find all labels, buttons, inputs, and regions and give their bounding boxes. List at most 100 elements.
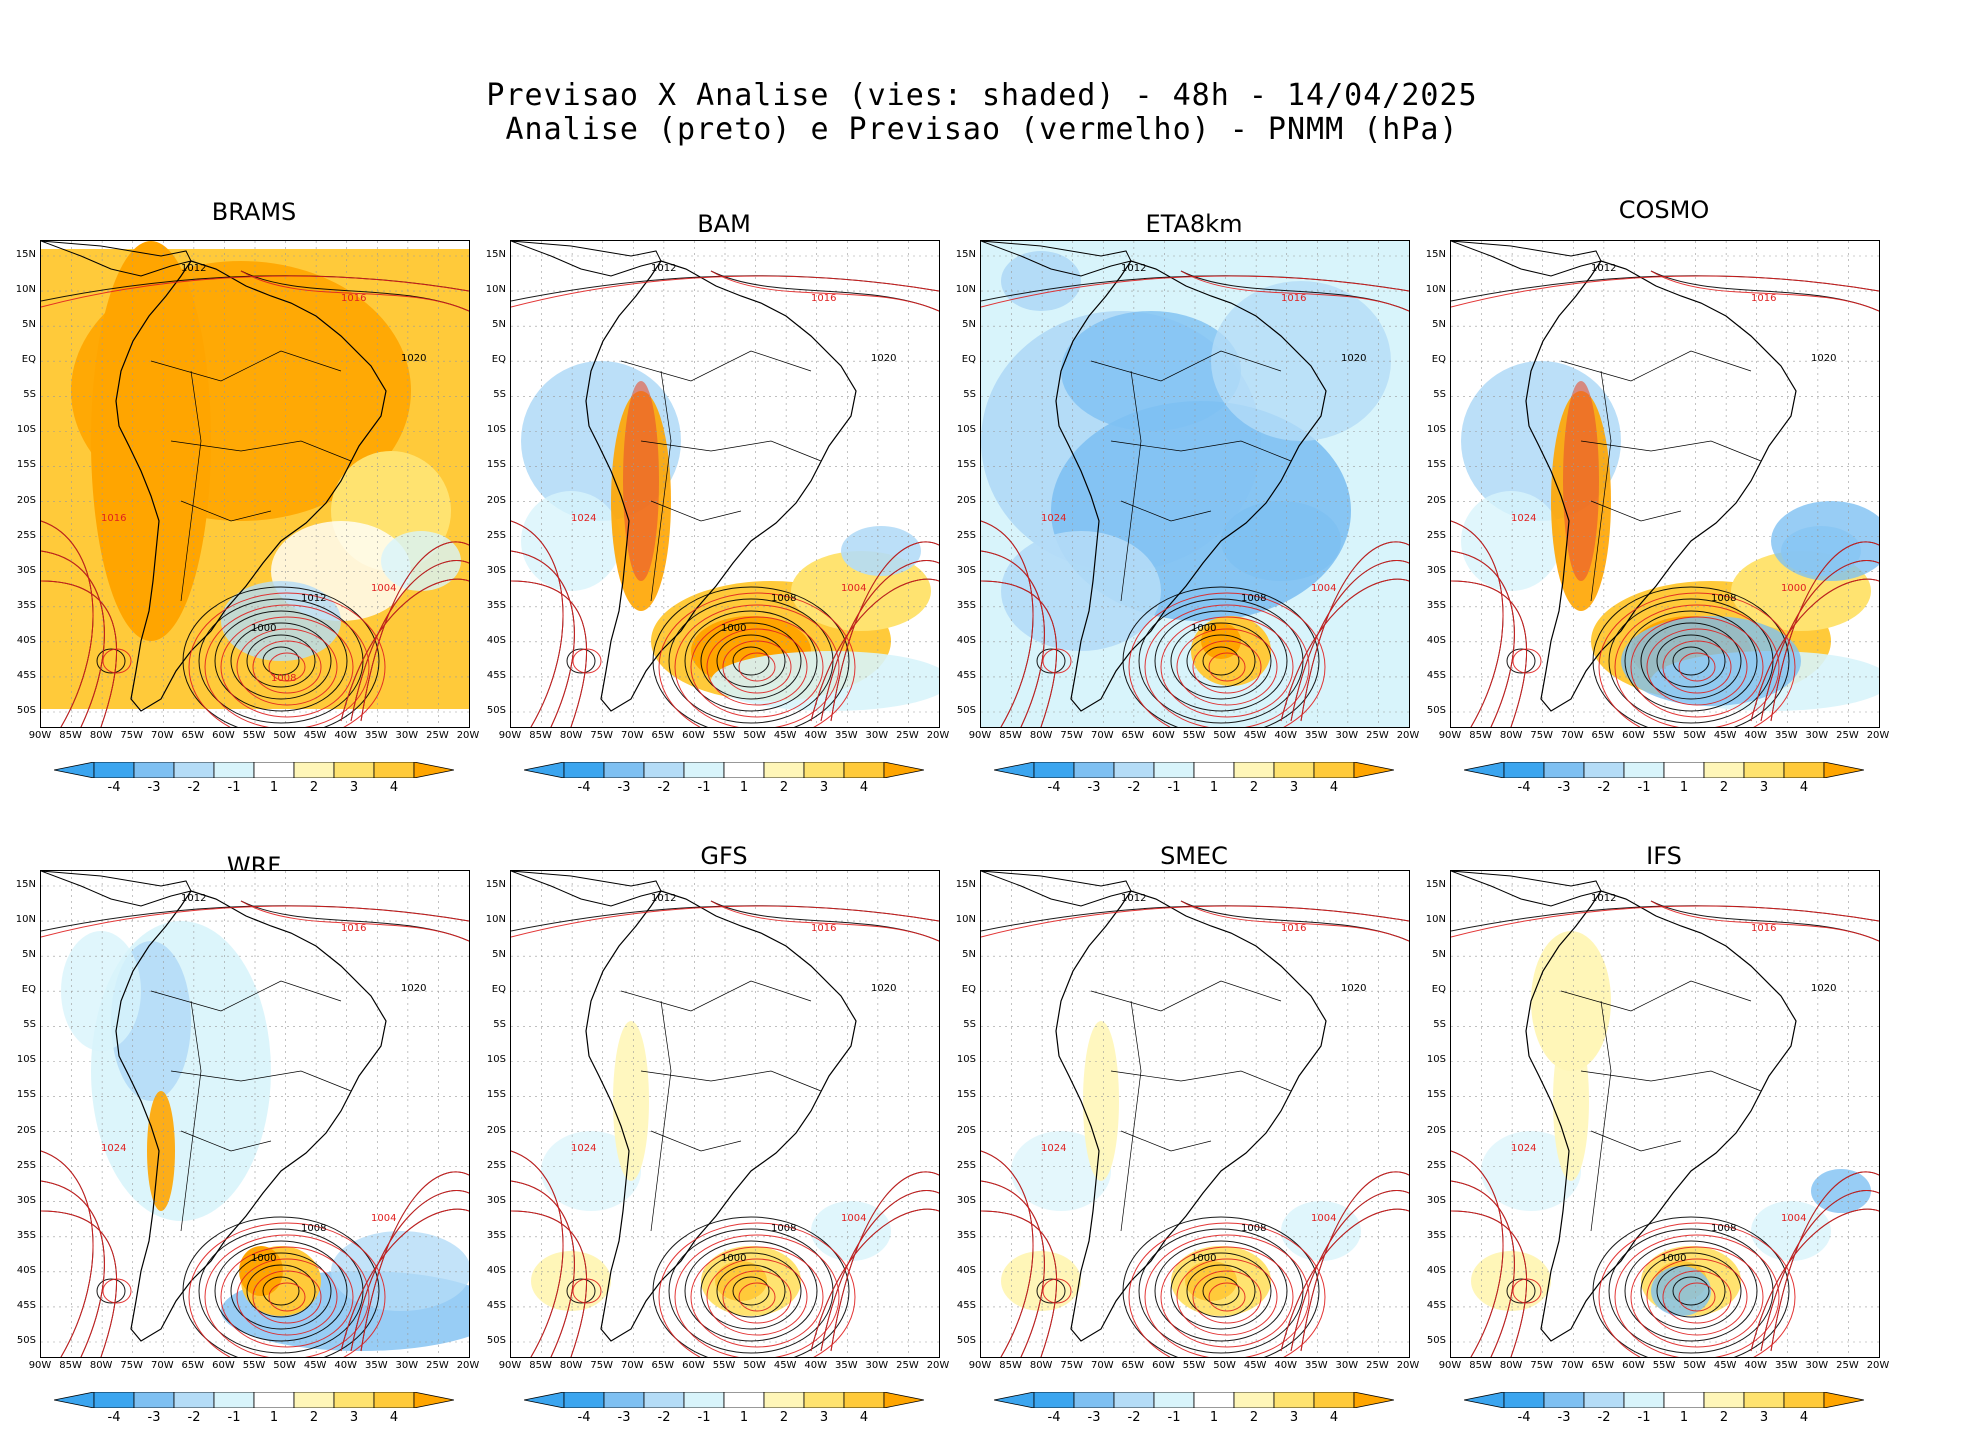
colorbar-label: 1 bbox=[1209, 1410, 1219, 1425]
lon-tick-label: 80W bbox=[559, 1360, 583, 1371]
colorbar-label: -2 bbox=[657, 1410, 671, 1425]
colorbar-label: -3 bbox=[147, 1410, 161, 1425]
lon-tick-label: 40W bbox=[1274, 1360, 1298, 1371]
map-canvas: 1012 1016 1020 1024 1008 1004 1000 bbox=[1451, 871, 1879, 1357]
colorbar bbox=[994, 1392, 1394, 1408]
lon-tick-label: 55W bbox=[242, 730, 266, 741]
lon-tick-label: 45W bbox=[773, 1360, 797, 1371]
colorbar-label: 2 bbox=[779, 780, 789, 795]
colorbar-label: 1 bbox=[269, 1410, 279, 1425]
lon-tick-label: 40W bbox=[804, 1360, 828, 1371]
lat-tick-label: 5S bbox=[493, 1019, 506, 1031]
lat-tick-label: 35S bbox=[1426, 599, 1446, 611]
lat-tick-label: 5N bbox=[962, 319, 976, 331]
map-canvas: 1012 1016 1020 1024 1008 1000 bbox=[1451, 241, 1879, 727]
isobar-label: 1012 bbox=[651, 263, 676, 274]
lat-tick-label: 50S bbox=[956, 705, 976, 716]
lon-tick-label: 75W bbox=[1060, 730, 1084, 741]
colorbar-label: 1 bbox=[1679, 1410, 1689, 1425]
bias-shading bbox=[1461, 361, 1879, 711]
lat-tick-label: 15S bbox=[956, 1089, 976, 1101]
colorbar-label: 2 bbox=[1249, 780, 1259, 795]
lat-tick-label: 10N bbox=[485, 284, 506, 296]
lon-tick-label: 50W bbox=[1683, 1360, 1706, 1371]
lat-tick-label: 50S bbox=[956, 1335, 976, 1346]
colorbar-label: -1 bbox=[1167, 780, 1181, 795]
forecast-isobars bbox=[1451, 900, 1879, 1357]
map-panel-gfs: 1012 1016 1020 1024 1008 1004 1000 bbox=[510, 870, 940, 1358]
lat-tick-label: 5S bbox=[493, 389, 506, 401]
colorbar-label: 4 bbox=[1799, 1410, 1809, 1425]
lat-tick-label: 5N bbox=[1432, 949, 1446, 961]
lon-tick-label: 20W bbox=[1866, 1360, 1890, 1371]
lon-tick-label: 50W bbox=[1683, 730, 1706, 741]
colorbar-label: -4 bbox=[577, 780, 591, 795]
lon-tick-label: 20W bbox=[1396, 730, 1420, 741]
colorbar-label: 4 bbox=[1329, 780, 1339, 795]
lon-tick-label: 75W bbox=[1060, 1360, 1084, 1371]
isobar-label: 1020 bbox=[1811, 353, 1836, 364]
colorbar-label: -1 bbox=[227, 1410, 241, 1425]
lon-tick-label: 85W bbox=[529, 1360, 552, 1371]
isobar-label: 1024 bbox=[1041, 513, 1066, 524]
lat-tick-label: 25S bbox=[16, 529, 36, 541]
lon-tick-label: 35W bbox=[364, 730, 388, 741]
colorbar-label: -4 bbox=[107, 1410, 121, 1425]
lat-tick-label: 40S bbox=[16, 1264, 36, 1276]
lat-tick-label: EQ bbox=[21, 984, 36, 996]
lat-tick-label: 45S bbox=[486, 1299, 506, 1311]
lon-tick-label: 65W bbox=[651, 730, 675, 741]
lon-tick-label: 50W bbox=[273, 1360, 296, 1371]
lon-tick-label: 90W bbox=[498, 1360, 522, 1371]
isobar-label: 1016 bbox=[811, 293, 836, 304]
lon-tick-label: 90W bbox=[968, 730, 992, 741]
lon-tick-label: 75W bbox=[590, 1360, 614, 1371]
isobar-label: 1000 bbox=[1781, 583, 1806, 594]
isobar-label: 1012 bbox=[181, 263, 206, 274]
colorbar-label: -4 bbox=[1517, 780, 1531, 795]
lon-tick-label: 80W bbox=[89, 1360, 113, 1371]
isobar-labels: 1012 1016 1020 1024 1008 1004 1000 bbox=[571, 263, 896, 634]
lon-tick-label: 25W bbox=[426, 1360, 449, 1371]
map-canvas: 1012 1016 1020 1024 1008 1004 1000 bbox=[511, 241, 939, 727]
lon-tick-label: 85W bbox=[1469, 730, 1492, 741]
isobar-label: 1012 bbox=[1591, 263, 1616, 274]
lon-tick-label: 20W bbox=[926, 730, 950, 741]
lat-tick-label: 30S bbox=[1426, 564, 1446, 576]
lon-tick-label: 20W bbox=[1396, 1360, 1420, 1371]
isobar-label: 1016 bbox=[341, 923, 366, 934]
lat-tick-label: EQ bbox=[491, 984, 506, 996]
colorbar bbox=[1464, 1392, 1864, 1408]
isobar-labels: 1012 1016 1020 1024 1008 1004 1000 bbox=[1041, 893, 1366, 1264]
isobar-label: 1008 bbox=[271, 673, 296, 684]
lon-tick-label: 20W bbox=[926, 1360, 950, 1371]
lon-tick-label: 50W bbox=[743, 730, 766, 741]
colorbar-label: -4 bbox=[1047, 780, 1061, 795]
lon-tick-label: 65W bbox=[1121, 1360, 1145, 1371]
lon-tick-label: 60W bbox=[212, 1360, 235, 1371]
forecast-isobars bbox=[1451, 270, 1879, 727]
bias-shading bbox=[61, 921, 469, 1351]
lat-tick-label: 20S bbox=[16, 1124, 36, 1136]
lat-tick-label: 20S bbox=[486, 494, 506, 506]
lon-tick-label: 40W bbox=[1744, 1360, 1768, 1371]
lat-tick-label: 20S bbox=[1426, 494, 1446, 506]
lon-tick-label: 50W bbox=[1213, 730, 1236, 741]
central-america-coastline bbox=[981, 241, 1132, 277]
lon-tick-label: 35W bbox=[1304, 730, 1328, 741]
lon-tick-label: 65W bbox=[181, 1360, 205, 1371]
country-borders bbox=[150, 350, 352, 602]
lat-tick-label: 25S bbox=[486, 529, 506, 541]
lon-tick-label: 70W bbox=[150, 730, 174, 741]
colorbar-label: 2 bbox=[309, 1410, 319, 1425]
map-panel-cosmo: 1012 1016 1020 1024 1008 1000 bbox=[1450, 240, 1880, 728]
lat-tick-label: 10N bbox=[955, 284, 976, 296]
map-panel-ifs: 1012 1016 1020 1024 1008 1004 1000 bbox=[1450, 870, 1880, 1358]
country-borders bbox=[1560, 980, 1762, 1232]
colorbar-label: 3 bbox=[819, 780, 829, 795]
lat-tick-label: 25S bbox=[16, 1159, 36, 1171]
isobar-label: 1008 bbox=[1711, 1223, 1736, 1234]
central-america-coastline bbox=[1451, 871, 1602, 907]
central-america-coastline bbox=[511, 871, 662, 907]
lat-tick-label: 5N bbox=[22, 319, 36, 331]
